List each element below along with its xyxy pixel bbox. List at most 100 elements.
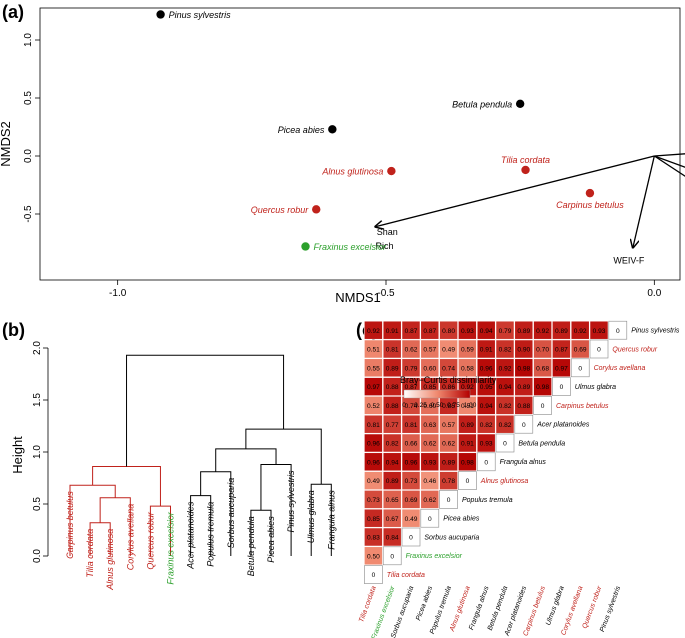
leaf-label-tilia-cordata: Tilia cordata (85, 529, 95, 578)
heatmap-cell (420, 471, 440, 490)
leaf-label-ulmus-glabra: Ulmus glabra (306, 490, 316, 543)
y-tick-label: 2.0 (32, 341, 43, 355)
heatmap-value: 0.81 (367, 422, 380, 429)
y-tick-label: 0.0 (23, 149, 34, 163)
y-tick-label: 1.5 (32, 393, 43, 407)
heatmap-value: 0.51 (461, 403, 474, 410)
panel-a-ylabel: NMDS2 (0, 121, 13, 167)
heatmap-value: 0.62 (423, 497, 436, 504)
panel-b-axis: 0.0 0.5 1.0 1.5 2.0 (32, 341, 49, 563)
heatmap-value: 0.83 (367, 535, 380, 542)
heatmap-cell (589, 339, 609, 359)
heatmap-cell (495, 339, 515, 359)
panel-a-nmds-plot: (a) -1.0-0.50.00.51.01.5-0.50.00.51.0 Ev… (0, 2, 685, 305)
col-label-corylus-avellana: Corylus avellana (560, 585, 584, 636)
panel-a-plot-frame (39, 7, 681, 281)
row-label-picea-abies: Picea abies (443, 516, 480, 523)
heatmap-value: 0.89 (386, 365, 399, 372)
heatmap-cell (458, 358, 477, 378)
heatmap-value: 0.57 (423, 347, 436, 354)
vector-arrow-weiv-f (633, 155, 655, 248)
heatmap-cell (552, 358, 571, 378)
heatmap-cell (382, 508, 402, 528)
heatmap-value: 0.94 (499, 384, 512, 391)
heatmap-cell (439, 490, 458, 509)
heatmap-value: 0.91 (461, 441, 474, 448)
point-tilia-cordata (521, 165, 530, 175)
heatmap-value: 0 (428, 516, 432, 523)
heatmap-cell (420, 490, 440, 509)
panel-b-leaf-labels: Carpinus betulus Tilia cordata Alnus gluti… (65, 470, 336, 591)
vector-arrow-shan (375, 155, 655, 227)
heatmap-cell (382, 546, 402, 566)
legend-tick-label: 0.75 (447, 402, 460, 409)
heatmap-value: 0.91 (480, 347, 493, 354)
heatmap-cell (458, 414, 477, 434)
col-label-picea-abies: Picea abies (415, 585, 434, 622)
panel-a-xlabel: NMDS1 (335, 290, 381, 305)
heatmap-cell (382, 471, 402, 490)
point-label-tilia-cordata: Tilia cordata (501, 155, 550, 165)
vector-arrow-weiv-t (653, 155, 685, 177)
heatmap-cell (514, 396, 534, 415)
heatmap-value: 0 (522, 422, 526, 429)
legend-tick-label: 0.25 (414, 402, 427, 409)
dendrogram-branch (92, 466, 161, 507)
heatmap-value: 0.68 (536, 365, 549, 372)
y-tick-label: 0.0 (32, 549, 43, 563)
heatmap-cell (552, 320, 571, 340)
heatmap-cell (476, 339, 496, 359)
heatmap-value: 0.92 (461, 384, 474, 391)
heatmap-cell (458, 452, 477, 472)
panel-b-ylabel: Height (10, 436, 25, 474)
heatmap-value: 0 (390, 553, 394, 560)
heatmap-value: 0.49 (405, 516, 418, 523)
heatmap-value: 0.46 (423, 478, 436, 485)
heatmap-value: 0.49 (442, 347, 455, 354)
heatmap-cell (382, 320, 402, 340)
heatmap-cell (570, 320, 590, 340)
point-carpinus-betulus (585, 188, 595, 198)
heatmap-value: 0 (372, 572, 376, 579)
heatmap-cell (364, 320, 383, 340)
heatmap-value: 0.92 (536, 328, 549, 335)
heatmap-cell (458, 320, 477, 340)
leaf-label-picea-abies: Picea abies (266, 516, 276, 563)
heatmap-value: 0.98 (461, 459, 474, 466)
leaf-label-betula-pendula: Betula pendula (246, 516, 256, 576)
panel-b-label: (b) (2, 320, 25, 340)
heatmap-cell (364, 546, 383, 566)
heatmap-value: 0.96 (480, 365, 493, 372)
heatmap-value: 0.62 (423, 441, 436, 448)
heatmap-cell (476, 377, 496, 396)
row-label-frangula-alnus: Frangula alnus (500, 459, 547, 466)
col-label-quercus-robur: Quercus robur (581, 585, 603, 630)
heatmap-cell (401, 527, 421, 547)
vector-label-shan: Shan (377, 227, 398, 237)
heatmap-value: 0 (503, 441, 507, 448)
heatmap-cell (514, 339, 534, 359)
heatmap-value: 0.93 (461, 328, 474, 335)
leaf-label-alnus-glutinosa: Alnus glutinosa (105, 529, 115, 591)
y-tick-label: 1.0 (23, 33, 34, 47)
heatmap-value: 0.88 (386, 384, 399, 391)
legend-title: Bray−Curtis dissimilarity (400, 375, 497, 385)
heatmap-value: 0.89 (386, 478, 399, 485)
heatmap-cell (514, 320, 534, 340)
dendrogram-branch (215, 448, 277, 472)
heatmap-cell (552, 377, 571, 396)
heatmap-value: 0.89 (442, 459, 455, 466)
heatmap-value: 0.81 (386, 347, 399, 354)
heatmap-cell (401, 320, 421, 340)
heatmap-cell (401, 508, 421, 528)
heatmap-value: 0.94 (480, 328, 493, 335)
row-label-acer-platanoides: Acer platanoides (536, 422, 590, 429)
heatmap-value: 0.96 (405, 459, 418, 466)
heatmap-cell (495, 396, 515, 415)
heatmap-cell (533, 358, 552, 378)
heatmap-cell (420, 320, 440, 340)
heatmap-cell (476, 433, 496, 453)
col-label-frangula-alnus: Frangula alnus (468, 585, 491, 631)
